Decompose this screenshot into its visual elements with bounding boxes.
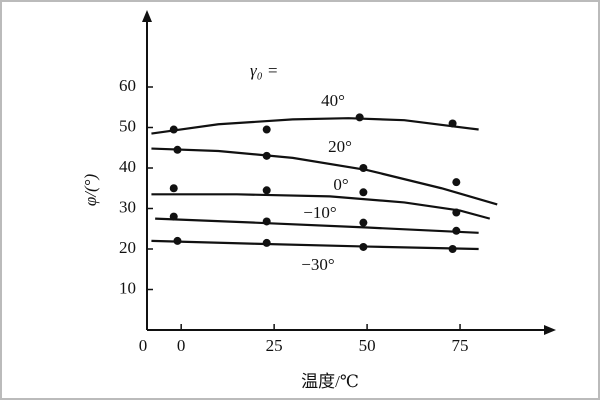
point	[359, 188, 368, 197]
x-tick-label: 25	[266, 336, 283, 355]
point	[169, 184, 178, 193]
series-label: 40°	[321, 91, 345, 110]
point	[262, 151, 271, 160]
fit-curve	[151, 193, 491, 220]
y-tick-label: 60	[119, 76, 136, 95]
point	[448, 119, 457, 128]
series-label: −10°	[303, 203, 336, 222]
point	[359, 242, 368, 251]
y-tick-label: 10	[119, 278, 136, 297]
point	[452, 226, 461, 235]
y-tick-label: 0	[139, 336, 148, 355]
point	[359, 218, 368, 227]
y-axis-label: φ/(°)	[81, 174, 100, 207]
y-tick-label: 50	[119, 116, 136, 135]
fit-curve	[151, 147, 498, 206]
y-arrow	[142, 10, 152, 22]
point	[262, 186, 271, 195]
point	[355, 113, 364, 122]
point	[173, 145, 182, 154]
point	[262, 238, 271, 247]
point	[448, 245, 457, 253]
x-tick-label: 0	[177, 336, 186, 355]
fit-curve	[151, 239, 479, 251]
x-arrow	[544, 325, 556, 335]
y-tick-label: 30	[119, 197, 136, 216]
fit-curve	[151, 117, 479, 135]
point	[452, 178, 461, 187]
y-tick-label: 40	[119, 157, 136, 176]
point	[359, 164, 368, 172]
legend-title: γ₀ =	[250, 61, 278, 80]
series-label: 20°	[328, 137, 352, 156]
y-tick-label: 20	[119, 238, 136, 257]
series-label: 0°	[333, 175, 348, 194]
point	[262, 125, 271, 134]
point	[452, 208, 461, 217]
point	[173, 236, 182, 245]
point	[169, 125, 178, 134]
point	[169, 212, 178, 221]
x-axis-label: 温度/℃	[301, 372, 359, 391]
x-tick-label: 50	[359, 336, 376, 355]
x-tick-label: 75	[452, 336, 469, 355]
fit-curve	[155, 217, 479, 234]
series-label: −30°	[301, 255, 334, 274]
point	[262, 217, 271, 226]
